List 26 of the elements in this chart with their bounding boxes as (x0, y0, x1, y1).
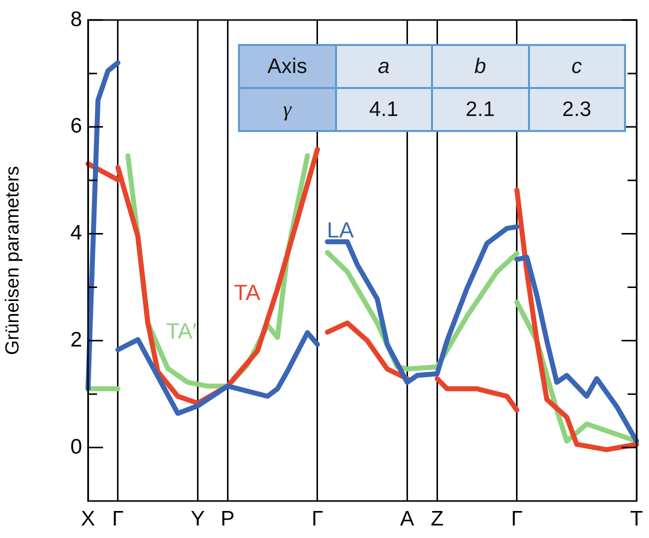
x-tick-label: Γ (312, 507, 324, 530)
annotation: γ (240, 89, 334, 130)
y-tick-label: 4 (70, 222, 82, 245)
annotation: 2.1 (433, 89, 528, 130)
annotation: c (530, 46, 624, 87)
x-tick-label: Y (190, 507, 205, 530)
x-tick-label: Γ (112, 507, 124, 530)
annotation: b (433, 46, 528, 87)
y-tick-label: 6 (70, 114, 82, 138)
y-tick-label: 8 (70, 8, 82, 31)
annotation: Axis (240, 46, 334, 87)
text: LA (326, 218, 354, 243)
annotation: 2.3 (530, 89, 624, 130)
annotation: 4.1 (336, 89, 431, 130)
x-tick-label: Z (430, 507, 444, 530)
x-tick-label: T (630, 507, 644, 530)
x-tick-label: X (80, 507, 96, 530)
annotation: a (336, 46, 431, 87)
text: TA′ (166, 318, 197, 344)
x-tick-label: A (400, 507, 414, 530)
y-axis-title: Grüneisen parameters (2, 166, 24, 356)
x-tick-label: Γ (511, 507, 523, 530)
text: TA (234, 280, 261, 306)
x-tick-label: P (220, 507, 235, 530)
y-tick-label: 2 (70, 328, 82, 352)
y-tick-label: 0 (70, 435, 82, 458)
